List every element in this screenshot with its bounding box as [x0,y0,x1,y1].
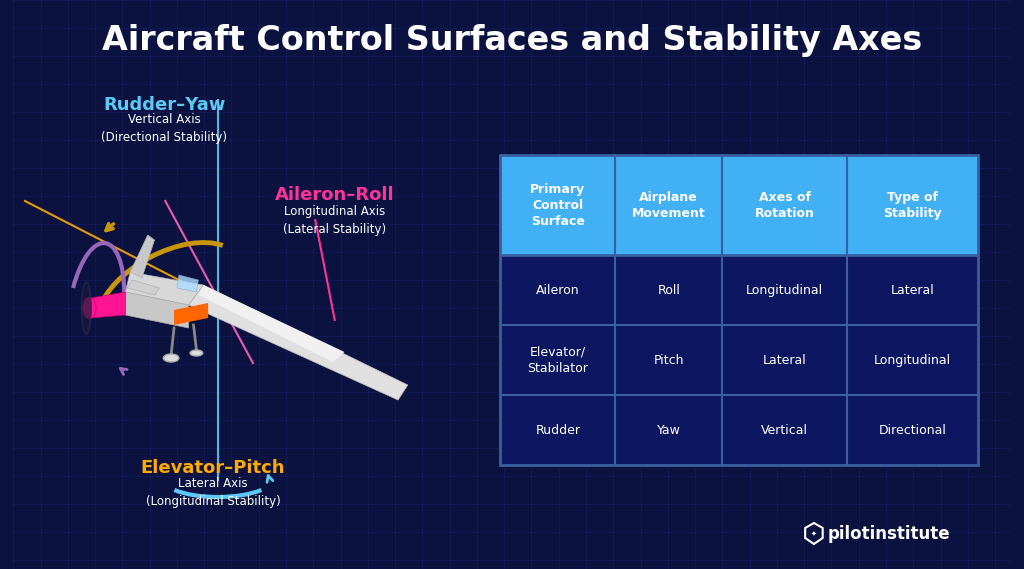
Bar [501,155,978,465]
Text: Type of
Stability: Type of Stability [883,191,942,220]
Text: Pitch: Pitch [653,353,684,366]
Polygon shape [199,285,344,362]
Text: Lateral: Lateral [891,283,934,296]
Text: Longitudinal: Longitudinal [873,353,951,366]
Text: Elevator–Pitch: Elevator–Pitch [140,459,286,477]
Text: Lateral: Lateral [763,353,807,366]
Ellipse shape [190,350,203,356]
Text: Aircraft Control Surfaces and Stability Axes: Aircraft Control Surfaces and Stability … [101,23,923,56]
Text: Vertical Axis
(Directional Stability): Vertical Axis (Directional Stability) [101,113,227,143]
Text: Vertical: Vertical [761,423,808,436]
Text: Elevator/
Stabilator: Elevator/ Stabilator [527,345,588,374]
Text: Lateral Axis
(Longitudinal Stability): Lateral Axis (Longitudinal Stability) [145,476,281,508]
FancyBboxPatch shape [501,155,978,255]
Polygon shape [177,275,199,292]
Text: Yaw: Yaw [656,423,681,436]
Text: Longitudinal: Longitudinal [746,283,823,296]
Text: Axes of
Rotation: Axes of Rotation [755,191,815,220]
Polygon shape [188,285,408,400]
Text: pilotinstitute: pilotinstitute [827,525,950,543]
Text: ✦: ✦ [811,531,817,537]
Text: Directional: Directional [879,423,946,436]
Polygon shape [125,272,203,305]
Text: Roll: Roll [657,283,680,296]
FancyBboxPatch shape [501,255,978,465]
Text: Rudder: Rudder [536,423,581,436]
Text: Aileron–Roll: Aileron–Roll [274,186,394,204]
Text: Airplane
Movement: Airplane Movement [632,191,706,220]
Polygon shape [91,292,125,318]
Text: Rudder–Yaw: Rudder–Yaw [103,96,225,114]
Text: Aileron: Aileron [536,283,580,296]
Ellipse shape [83,297,96,319]
Ellipse shape [82,282,91,334]
Text: Longitudinal Axis
(Lateral Stability): Longitudinal Axis (Lateral Stability) [284,204,386,236]
Ellipse shape [163,354,179,362]
Polygon shape [125,292,188,328]
Polygon shape [174,303,208,325]
Polygon shape [127,280,160,295]
Polygon shape [130,235,155,278]
Text: Primary
Control
Surface: Primary Control Surface [530,183,586,228]
